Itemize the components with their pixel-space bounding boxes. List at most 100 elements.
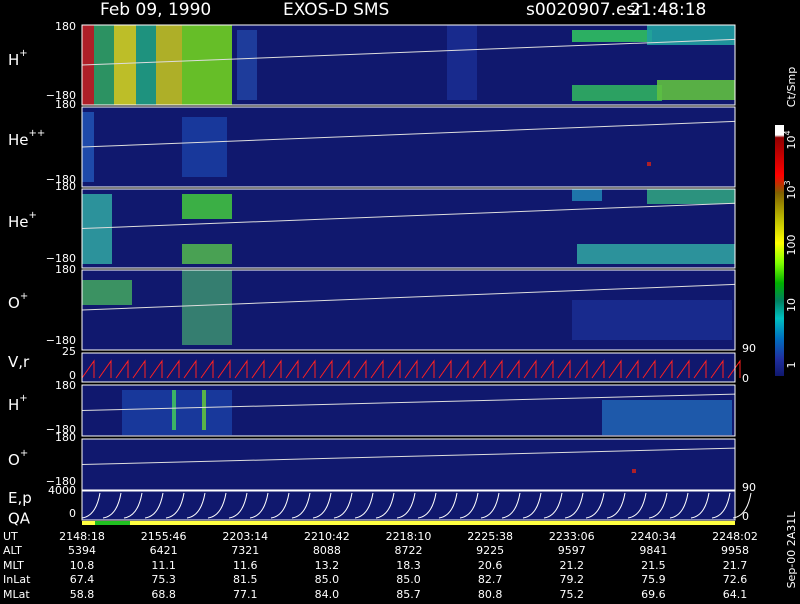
spectrogram-patch (182, 270, 232, 345)
row-name: ALT (3, 544, 22, 557)
spectrogram-patch (572, 30, 652, 42)
cell: 82.7 (478, 573, 503, 586)
cell: 9958 (721, 544, 749, 557)
y-tick-label: 180 (55, 98, 76, 111)
y-tick-label: 0 (69, 507, 76, 520)
spectrogram-patch (572, 189, 602, 201)
cell: 21.2 (560, 559, 585, 572)
row-name: InLat (3, 573, 31, 586)
y-tick-label: 25 (62, 345, 76, 358)
panel-bg (82, 107, 735, 187)
y-tick-label: −180 (46, 89, 76, 102)
spectrogram-patch (577, 244, 735, 264)
charge: + (29, 210, 37, 221)
cell: 21.5 (641, 559, 666, 572)
y-tick-label: −180 (46, 423, 76, 436)
ion: H (8, 51, 19, 69)
cell: 2240:34 (631, 530, 677, 543)
right-tick-label: 0 (742, 510, 749, 523)
charge: ++ (29, 128, 46, 139)
panel-frame (81, 269, 736, 351)
spectrogram-patch (182, 244, 232, 264)
cell: 2248:02 (712, 530, 758, 543)
panel-label: O+ (8, 448, 28, 469)
ion: V,r (8, 353, 30, 371)
cell: 6421 (150, 544, 178, 557)
instrument: EXOS-D SMS (283, 0, 389, 20)
spectrogram-patch (632, 469, 636, 473)
spectrogram-patch (82, 280, 132, 305)
colorbar-base: 100 (785, 235, 798, 256)
cell: 85.0 (315, 573, 340, 586)
date: Feb 09, 1990 (100, 0, 211, 20)
spectrogram-patch (114, 25, 136, 105)
pitch-line (81, 283, 736, 311)
spectrogram-patch (572, 300, 732, 340)
qa-bar (82, 521, 735, 525)
panel-bg (82, 491, 735, 520)
colorbar-label: 104 (783, 130, 799, 149)
ion: He (8, 213, 29, 231)
cell: 75.3 (151, 573, 176, 586)
cell: 75.2 (560, 588, 585, 600)
cell: 77.1 (233, 588, 258, 600)
y-tick-label: 0 (69, 369, 76, 382)
panel-label: E,p (8, 489, 32, 507)
pitch-line (81, 38, 736, 66)
cell: 81.5 (233, 573, 258, 586)
colorbar-unit: Ct/Smp (785, 67, 798, 107)
cell: 64.1 (723, 588, 748, 600)
panel-frame (81, 106, 736, 188)
pitch-line (81, 447, 736, 465)
cell: 5394 (68, 544, 96, 557)
spectrogram-patch (647, 162, 651, 166)
panel-frame (81, 384, 736, 437)
cell: 80.8 (478, 588, 503, 600)
colorbar-exp: 4 (783, 130, 792, 135)
panel-frame (81, 438, 736, 491)
ion: H (8, 396, 19, 414)
colorbar-exp: 3 (783, 180, 792, 185)
spectrogram-patch (237, 30, 257, 100)
spectrogram-patch (156, 25, 182, 105)
panel-frame (81, 352, 736, 383)
colorbar-label: 100 (785, 235, 798, 256)
cell: 10.8 (70, 559, 95, 572)
spectrogram-patch (182, 194, 232, 219)
cell: 84.0 (315, 588, 340, 600)
y-tick-label: 180 (55, 431, 76, 444)
colorbar-base: 10 (785, 298, 798, 312)
charge: + (19, 393, 27, 404)
cell: 72.6 (723, 573, 748, 586)
colorbar (775, 125, 784, 376)
cell: 68.8 (151, 588, 176, 600)
row-name: MLat (3, 588, 30, 600)
ion: E,p (8, 489, 32, 507)
charge: + (19, 48, 27, 59)
cell: 7321 (231, 544, 259, 557)
y-tick-label: −180 (46, 334, 76, 347)
ion: He (8, 131, 29, 149)
y-tick-label: 180 (55, 263, 76, 276)
spectrogram-patch (202, 390, 206, 430)
spectrogram-patch (447, 25, 477, 100)
spectrogram-patch (122, 390, 232, 435)
time: 21:48:18 (630, 0, 706, 20)
y-tick-label: −180 (46, 173, 76, 186)
panel-frame (81, 188, 736, 269)
cell: 18.3 (396, 559, 421, 572)
y-tick-label: −180 (46, 475, 76, 488)
cell: 2155:46 (141, 530, 187, 543)
colorbar-base: 1 (785, 362, 798, 369)
colorbar-label: 1 (785, 362, 798, 369)
charge: + (20, 291, 28, 302)
cell: 8722 (395, 544, 423, 557)
qa-label: QA (8, 510, 31, 528)
charge: + (20, 448, 28, 459)
colorbar-label: 10 (785, 298, 798, 312)
cell: 2233:06 (549, 530, 595, 543)
panel-label: V,r (8, 353, 30, 371)
spectrogram-patch (602, 400, 732, 435)
cell: 85.7 (396, 588, 421, 600)
